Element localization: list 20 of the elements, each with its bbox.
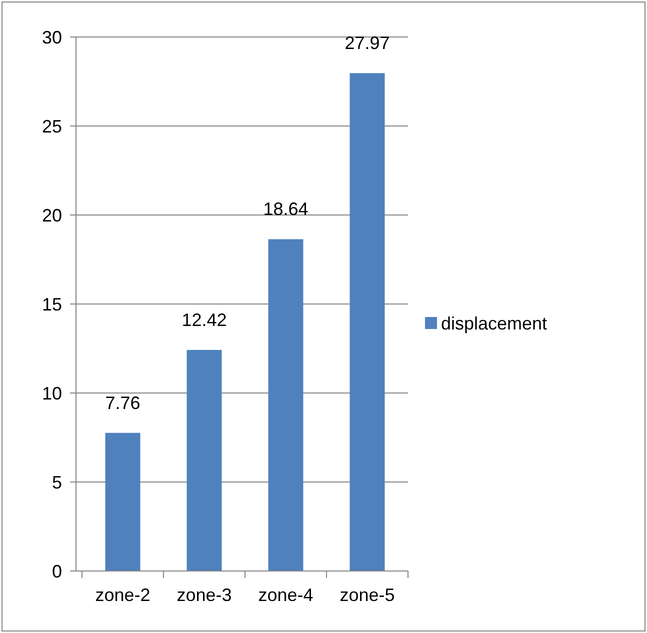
data-label: 18.64	[263, 199, 308, 220]
x-tick-label: zone-4	[258, 585, 314, 605]
y-tick-label: 15	[42, 294, 62, 314]
y-tick-label: 30	[42, 27, 62, 48]
x-tick-label: zone-5	[340, 585, 395, 605]
data-label: 7.76	[105, 392, 140, 413]
bar	[350, 73, 385, 571]
y-tick-label: 5	[52, 472, 62, 492]
y-tick-label: 25	[42, 116, 62, 136]
legend-label: displacement	[441, 313, 548, 334]
bar	[268, 239, 304, 571]
x-tick-label: zone-3	[176, 585, 232, 605]
x-tick-label: zone-2	[95, 585, 150, 605]
bar	[186, 350, 222, 571]
data-label: 27.97	[344, 33, 390, 54]
y-tick-label: 20	[42, 205, 62, 226]
y-tick-label: 10	[42, 383, 62, 404]
bar	[105, 432, 140, 571]
data-label: 12.42	[182, 310, 227, 330]
y-tick-label: 0	[52, 561, 62, 582]
